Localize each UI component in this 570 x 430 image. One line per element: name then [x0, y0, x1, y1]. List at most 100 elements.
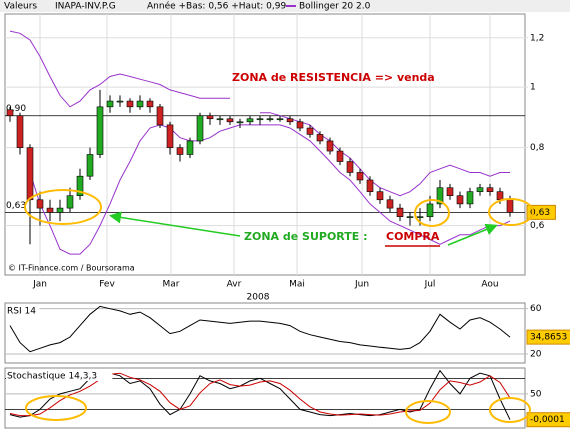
candle-body [316, 134, 324, 142]
source: © IT-Finance.com / Boursorama [8, 264, 135, 273]
candle-body [86, 154, 94, 177]
title-bg [6, 370, 113, 381]
candle-body [276, 118, 284, 121]
last-value-label: 0,63 [530, 208, 550, 218]
candle-body [336, 150, 344, 162]
candle-body [416, 216, 424, 219]
last-value-box [526, 204, 556, 220]
annotation: ZONA de SUPORTE : [244, 230, 368, 243]
candle-body [306, 127, 314, 135]
candle-body [106, 100, 114, 108]
candle-body [66, 195, 74, 209]
x-axis-label: 2008 [247, 293, 270, 303]
candle-body [476, 187, 484, 192]
candle-body [196, 115, 204, 142]
candle-body [456, 195, 464, 205]
candle-body [296, 121, 304, 129]
candle-body [116, 100, 124, 103]
x-tick-label: Fev [99, 280, 115, 290]
candle-body [246, 118, 254, 123]
panel-title: Stochastique 14,3,3 [7, 372, 97, 382]
candle-body [46, 207, 54, 213]
last-value-box [526, 329, 570, 345]
candle-body [266, 118, 274, 121]
x-tick-label: Jun [354, 280, 369, 290]
title-bg [6, 305, 40, 316]
line [9, 372, 511, 417]
candle-body [216, 118, 224, 121]
reference-label: 0,63 [6, 201, 26, 211]
x-tick-label: Mai [289, 280, 305, 290]
candle-body [226, 118, 234, 123]
y-tick-label: 1 [530, 83, 536, 93]
candle-body [426, 203, 434, 218]
candle-body [496, 191, 504, 201]
legend-label: Bollinger 20 2.0 [299, 2, 371, 12]
panel [4, 13, 526, 276]
y-tick-label: 1,2 [530, 33, 544, 43]
candle-body [16, 115, 24, 148]
candle-body [286, 118, 294, 123]
highlight-ellipse [489, 397, 531, 423]
candle-body [136, 100, 144, 108]
candle-body [396, 207, 404, 218]
y-tick-label: 0,8 [530, 143, 545, 153]
candle-body [6, 109, 14, 117]
y-tick-label: 60 [530, 304, 542, 314]
candle-body [156, 106, 164, 126]
highlight-ellipse [24, 189, 102, 225]
candle-body [506, 199, 514, 213]
candle-body [406, 216, 414, 219]
last-value-box [526, 412, 570, 428]
candle-body [486, 187, 494, 192]
candle-body [76, 175, 84, 196]
x-tick-label: Jan [32, 280, 47, 290]
x-tick-label: Mar [163, 280, 180, 290]
candle-body [256, 118, 264, 121]
x-tick-label: Avr [227, 280, 242, 290]
arrows [109, 211, 498, 247]
candle-body [446, 187, 454, 196]
panel-title: RSI 14 [7, 307, 36, 317]
y-tick-label: 20 [530, 349, 542, 359]
candle-body [186, 140, 194, 155]
line [9, 305, 511, 353]
arrow [447, 223, 498, 246]
candle-body [146, 100, 154, 108]
highlight-ellipse [414, 199, 450, 227]
x-tick-label: Jul [424, 280, 436, 290]
highlight-ellipse [25, 395, 87, 421]
candle-body [466, 191, 474, 205]
header-text: Année +Bas: 0,56 +Haut: 0,99 [147, 1, 286, 12]
candle-body [436, 187, 444, 205]
band-lower [29, 124, 511, 255]
highlight-ellipse [488, 198, 534, 226]
annotation: ZONA de RESISTENCIA => venda [232, 71, 435, 84]
candle-body [166, 124, 174, 148]
last-value-label: -0,0001 [530, 415, 565, 425]
y-tick-label: 50 [530, 389, 542, 399]
candle-body [376, 191, 384, 201]
header-bar [0, 0, 570, 12]
header-text: INAPA-INV.P.G [55, 2, 116, 12]
candle-body [346, 161, 354, 173]
candle-body [176, 147, 184, 155]
candle-body [366, 179, 374, 192]
highlights [24, 189, 534, 424]
candle-body [326, 140, 334, 152]
x-tick-label: Aou [481, 280, 498, 290]
reference-label: 0,90 [6, 104, 26, 114]
candle-body [356, 172, 364, 181]
candle-body [96, 106, 104, 155]
candle-body [126, 100, 134, 108]
arrow [109, 211, 241, 237]
candle-body [56, 207, 64, 213]
last-value-label: 34,8653 [530, 333, 567, 343]
candle-body [206, 115, 214, 120]
candle-body [26, 147, 34, 201]
candle-body [236, 121, 244, 124]
candle-body [36, 199, 44, 209]
candle-body [386, 199, 394, 209]
annotation: COMPRA [386, 230, 440, 243]
